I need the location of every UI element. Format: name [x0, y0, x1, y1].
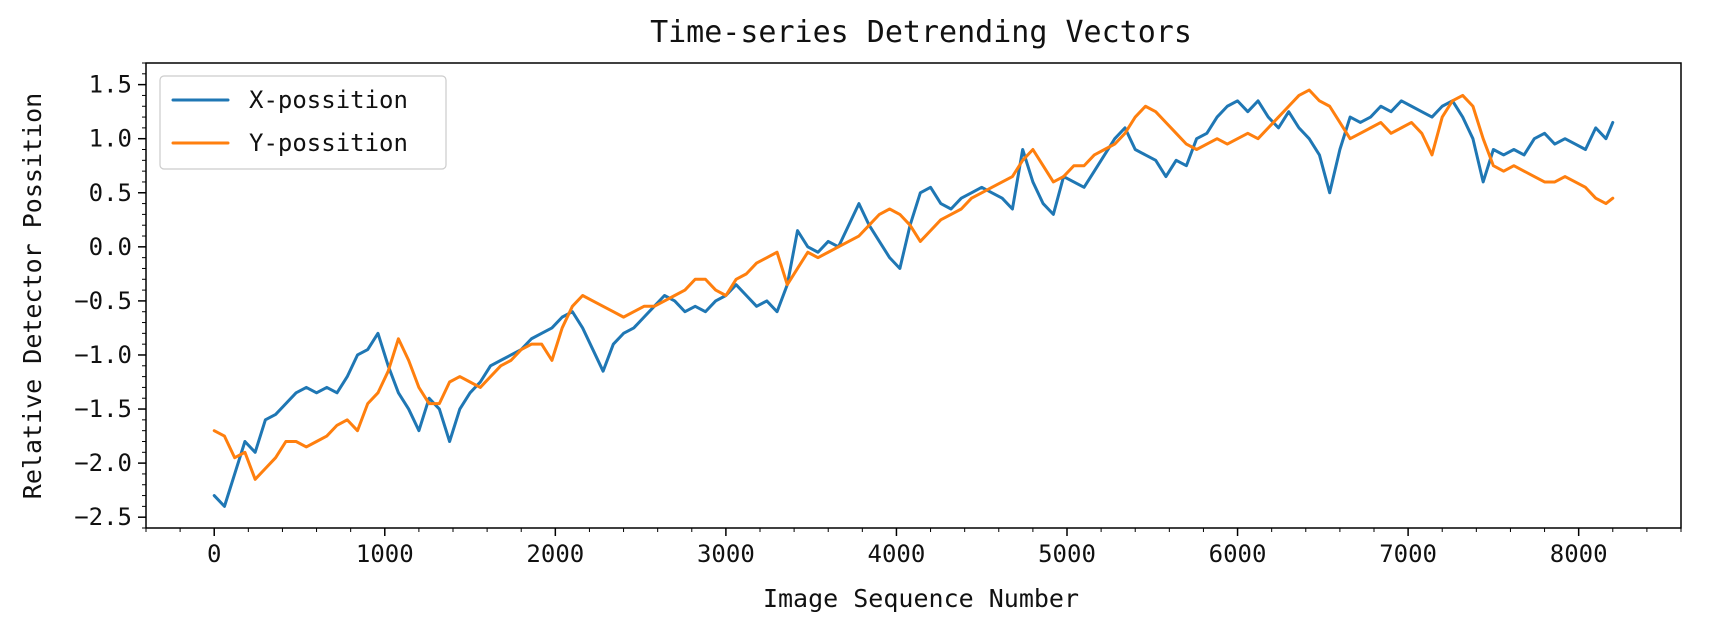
y-tick-label: 1.5 [89, 71, 132, 99]
series-line-y-position [212, 88, 1615, 481]
x-tick-label: 8000 [1550, 540, 1608, 568]
y-tick-label: 0.5 [89, 179, 132, 207]
legend-box [159, 75, 447, 170]
x-tick-label: 7000 [1379, 540, 1437, 568]
y-tick-label: −2.5 [74, 503, 132, 531]
y-tick-label: −1.5 [74, 395, 132, 423]
x-tick-label: 6000 [1209, 540, 1267, 568]
legend: X-possition Y-possition [159, 75, 447, 170]
x-axis-title: Image Sequence Number [763, 584, 1079, 613]
x-tick-label: 2000 [526, 540, 584, 568]
x-tick-label: 5000 [1038, 540, 1096, 568]
y-tick-label: −1.0 [74, 341, 132, 369]
x-tick-label: 0 [207, 540, 221, 568]
series-layer [212, 88, 1615, 508]
x-tick-label: 1000 [356, 540, 414, 568]
series-line-x-position [212, 99, 1615, 508]
y-axis-title: Relative Detector Possition [18, 93, 47, 499]
axis-layer: 0 1000 2000 3000 4000 5000 6000 7000 8000 −2.5 −2.… [74, 62, 1682, 568]
y-tick-label: −2.0 [74, 449, 132, 477]
y-tick-label: 1.0 [89, 125, 132, 153]
x-tick-label: 3000 [697, 540, 755, 568]
legend-label-y-position: Y-possition [249, 129, 408, 157]
chart-title: Time-series Detrending Vectors [650, 15, 1192, 50]
y-tick-label: 0.0 [89, 233, 132, 261]
y-tick-label: −0.5 [74, 287, 132, 315]
legend-label-x-position: X-possition [249, 86, 408, 114]
x-tick-label: 4000 [868, 540, 926, 568]
